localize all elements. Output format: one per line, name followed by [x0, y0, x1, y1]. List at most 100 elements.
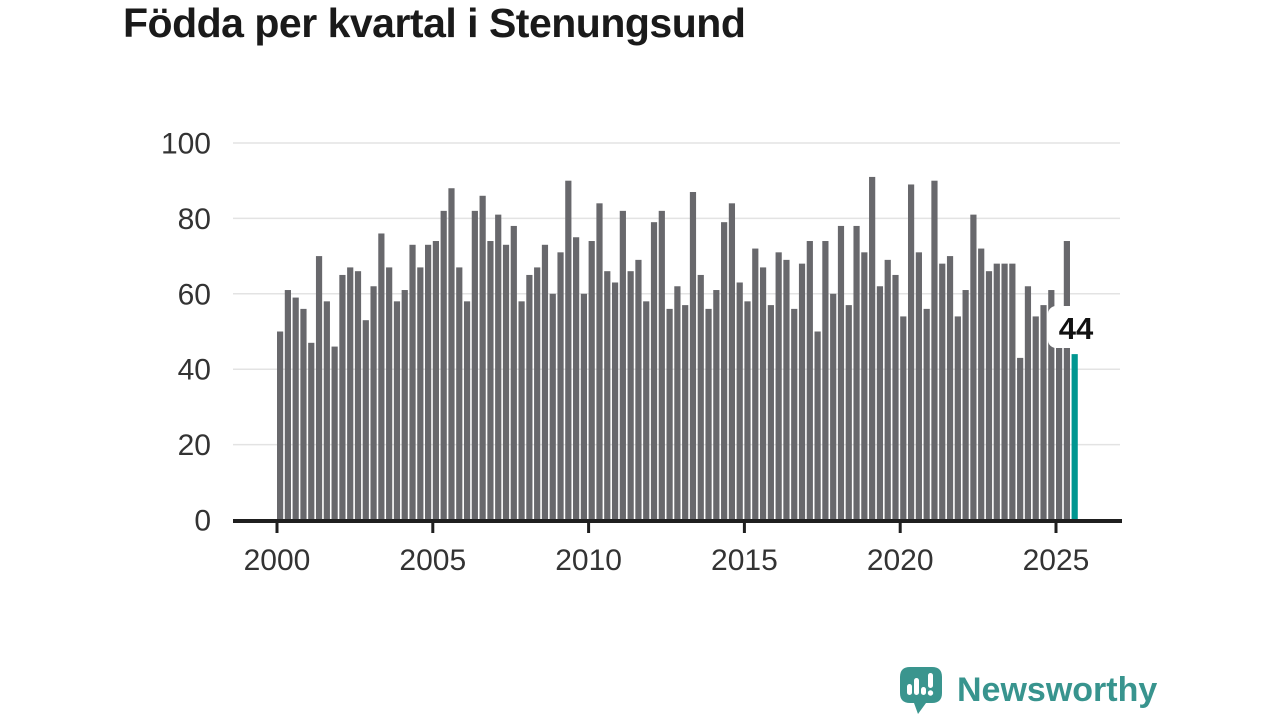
bar-2023Q4 — [1017, 357, 1024, 520]
bar-2012Q1 — [650, 222, 658, 521]
bar-2009Q1 — [557, 252, 564, 520]
y-tick-label-40: 40 — [178, 354, 211, 387]
y-tick-label-80: 80 — [178, 203, 211, 236]
bar-2014Q4 — [736, 282, 743, 520]
y-tick-label-100: 100 — [161, 128, 211, 161]
chart-title: Födda per kvartal i Stenungsund — [123, 0, 746, 46]
bar-2015Q1 — [744, 301, 751, 520]
bar-2007Q3 — [510, 225, 517, 520]
bar-2000Q2 — [284, 290, 291, 520]
bar-2015Q3 — [759, 267, 767, 520]
bar-2024Q3 — [1040, 305, 1047, 520]
bar-2022Q2 — [970, 214, 977, 520]
bar-2016Q1 — [775, 252, 782, 520]
bar-2000Q3 — [292, 297, 299, 520]
bar-2020Q1 — [900, 316, 907, 520]
bar-2007Q4 — [518, 301, 525, 520]
bar-2024Q2 — [1032, 316, 1039, 520]
x-tick-label-2005: 2005 — [399, 544, 466, 577]
bar-2010Q2 — [596, 203, 603, 520]
bar-2021Q2 — [939, 263, 946, 520]
bar-2014Q1 — [713, 290, 720, 520]
bar-2008Q2 — [534, 267, 541, 520]
bar-2019Q3 — [884, 259, 891, 520]
bar-2017Q3 — [822, 241, 829, 520]
bar-2009Q3 — [573, 237, 580, 520]
bar-2018Q3 — [853, 225, 860, 520]
bar-2025Q1 — [1056, 312, 1063, 520]
bar-2019Q4 — [892, 274, 899, 520]
bar-2002Q4 — [362, 320, 369, 520]
value-label: 44 — [1059, 311, 1094, 346]
bar-2018Q4 — [861, 252, 868, 520]
bar-2002Q1 — [339, 274, 346, 520]
bar-2005Q3 — [448, 188, 455, 521]
bar-2007Q2 — [502, 244, 510, 521]
logo-exclamation-dot — [927, 690, 934, 696]
bar-2005Q1 — [432, 241, 439, 520]
bar-2001Q3 — [323, 301, 330, 520]
logo-exclamation-line — [928, 673, 933, 688]
bar-2020Q3 — [915, 252, 922, 520]
bar-2014Q3 — [728, 203, 736, 520]
bar-2007Q1 — [495, 214, 502, 520]
bar-2023Q3 — [1009, 263, 1016, 520]
bar-2004Q4 — [425, 244, 432, 521]
bar-2011Q2 — [627, 271, 634, 520]
bar-2008Q3 — [541, 244, 549, 521]
bar-2005Q2 — [440, 210, 447, 521]
logo-bar-1 — [907, 684, 912, 695]
x-tick-label-2020: 2020 — [867, 544, 934, 577]
bar-2004Q2 — [409, 244, 416, 521]
bar-2012Q4 — [674, 286, 681, 520]
bar-2000Q4 — [300, 308, 307, 520]
bar-2001Q1 — [308, 342, 315, 520]
bar-2025Q2 — [1063, 241, 1070, 520]
bar-2013Q3 — [697, 274, 704, 520]
newsworthy-logo: Newsworthy — [898, 665, 1157, 715]
bar-2024Q1 — [1024, 286, 1032, 520]
y-tick-label-0: 0 — [194, 505, 211, 538]
bar-2017Q2 — [814, 331, 821, 520]
bar-2005Q4 — [456, 267, 463, 520]
bar-2010Q3 — [604, 271, 611, 520]
bar-2016Q4 — [798, 263, 806, 520]
bar-2017Q4 — [830, 293, 837, 520]
x-tick-label-2025: 2025 — [1023, 544, 1090, 577]
bar-2013Q1 — [682, 305, 689, 520]
bar-2020Q2 — [907, 184, 915, 520]
bar-2018Q2 — [845, 305, 852, 520]
bar-2012Q2 — [658, 210, 665, 521]
bar-2020Q4 — [923, 308, 930, 520]
bar-2004Q1 — [401, 290, 408, 520]
x-tick-label-2015: 2015 — [711, 544, 778, 577]
bar-2006Q1 — [463, 301, 471, 520]
bar-2024Q4 — [1048, 290, 1055, 520]
newsworthy-logo-icon — [900, 667, 942, 714]
bar-2001Q4 — [331, 346, 338, 520]
logo-bar-3 — [921, 687, 926, 695]
bar-2011Q3 — [635, 259, 642, 520]
bar-2021Q4 — [954, 316, 961, 520]
bar-2002Q2 — [347, 267, 354, 520]
bar-2003Q3 — [386, 267, 393, 520]
bar-2015Q4 — [767, 305, 774, 520]
bar-2008Q1 — [526, 274, 533, 520]
bar-2009Q4 — [580, 293, 588, 520]
bar-2013Q4 — [705, 308, 712, 520]
bar-2011Q4 — [643, 301, 650, 520]
bar-2022Q3 — [978, 248, 985, 520]
bar-2011Q1 — [619, 210, 626, 521]
bar-2022Q1 — [962, 290, 969, 520]
bar-2025Q3 — [1071, 354, 1078, 520]
bar-2012Q3 — [666, 308, 673, 520]
value-label-halo — [1048, 306, 1098, 348]
bar-2006Q2 — [471, 210, 478, 521]
bar-2006Q3 — [479, 195, 486, 520]
bar-2000Q1 — [277, 331, 284, 520]
bar-2021Q1 — [931, 180, 938, 520]
bar-2003Q4 — [393, 301, 401, 520]
bar-2016Q3 — [791, 308, 798, 520]
bar-2010Q4 — [611, 282, 619, 520]
